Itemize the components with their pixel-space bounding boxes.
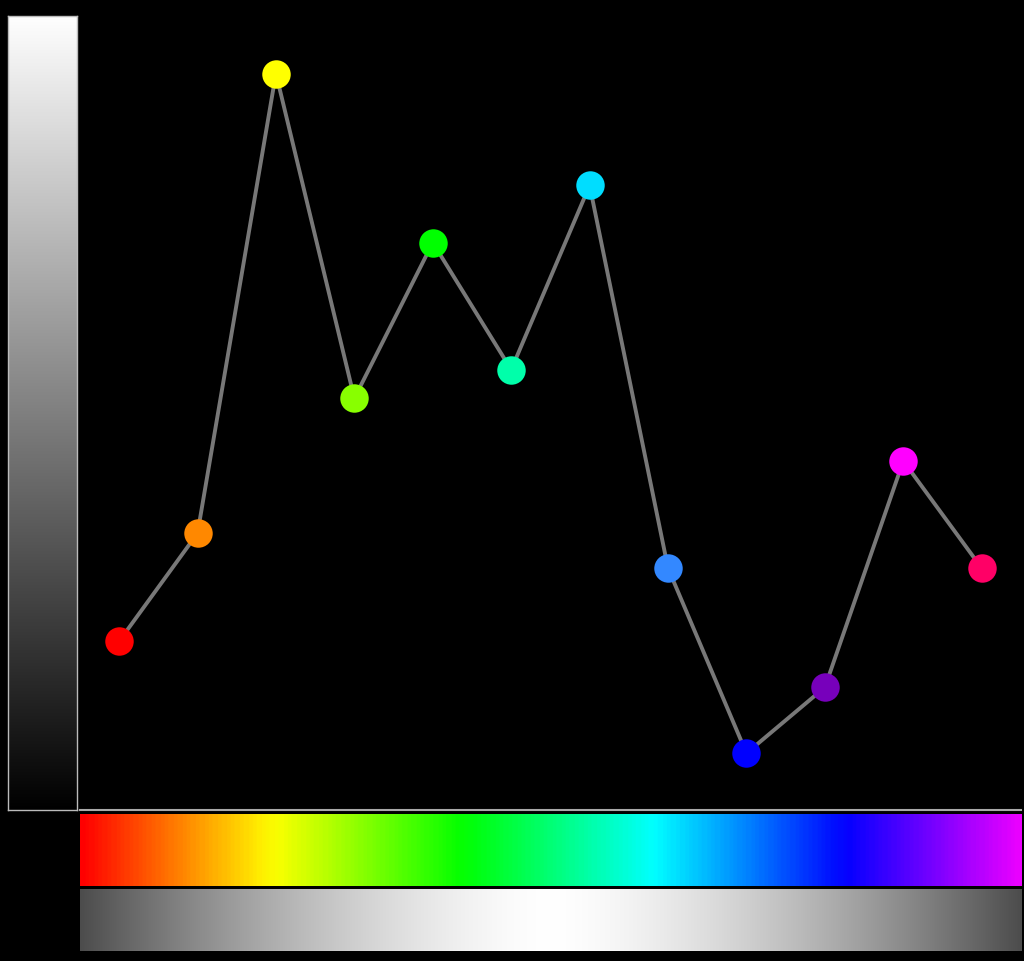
Point	[582, 178, 598, 193]
Point	[817, 679, 834, 695]
Point	[659, 560, 676, 576]
Point	[503, 362, 519, 378]
Point	[425, 234, 441, 250]
Point	[738, 746, 755, 761]
Point	[111, 633, 127, 649]
Point	[346, 390, 362, 406]
Point	[189, 526, 206, 541]
Point	[974, 560, 990, 576]
Point	[895, 454, 911, 469]
Point	[267, 65, 284, 81]
